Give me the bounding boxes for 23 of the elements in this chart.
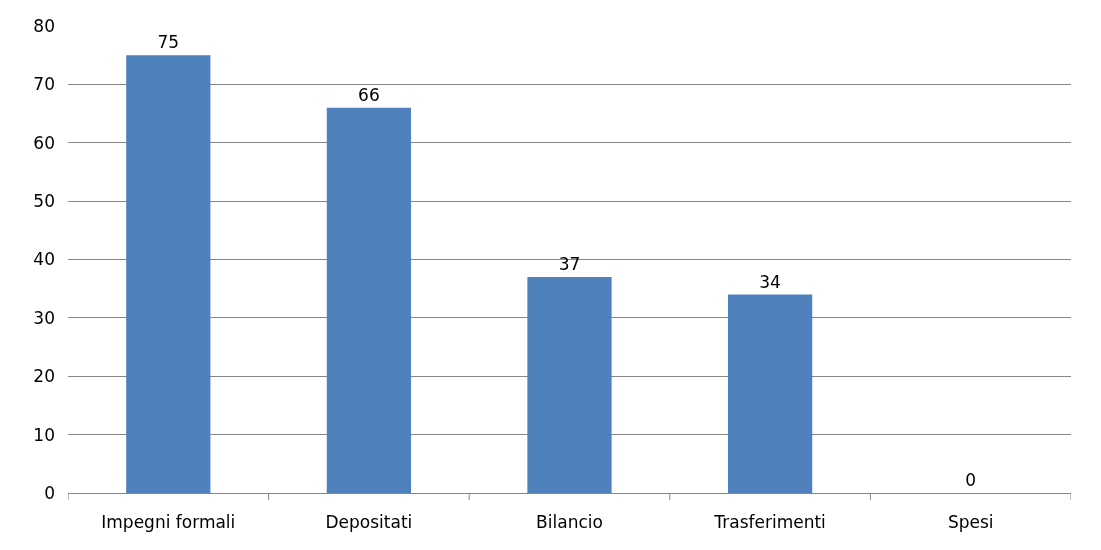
- x-tick-label: Trasferimenti: [713, 512, 826, 533]
- bar: [727, 294, 813, 493]
- y-tick-label: 0: [44, 482, 55, 503]
- data-label: 37: [558, 254, 581, 275]
- x-tick-label: Spesi: [947, 512, 994, 533]
- y-tick-label: 80: [33, 15, 55, 36]
- data-label: 75: [157, 32, 180, 53]
- y-tick-label: 40: [33, 249, 55, 270]
- data-label: 0: [965, 470, 977, 490]
- y-tick-label: 30: [33, 307, 55, 328]
- x-tick-label: Impegni formali: [101, 512, 236, 533]
- y-tick-label: 70: [33, 74, 55, 95]
- x-tick-label: Bilancio: [536, 512, 603, 533]
- y-tick-label: 50: [33, 191, 55, 212]
- bar: [326, 107, 412, 493]
- data-label: 66: [358, 84, 380, 105]
- y-tick-label: 10: [33, 424, 55, 445]
- bar: [126, 55, 211, 493]
- bar: [527, 277, 612, 493]
- y-tick-label: 20: [33, 366, 55, 387]
- data-label: 34: [759, 271, 781, 292]
- x-tick-label: Depositati: [325, 512, 413, 533]
- y-tick-label: 60: [33, 132, 55, 153]
